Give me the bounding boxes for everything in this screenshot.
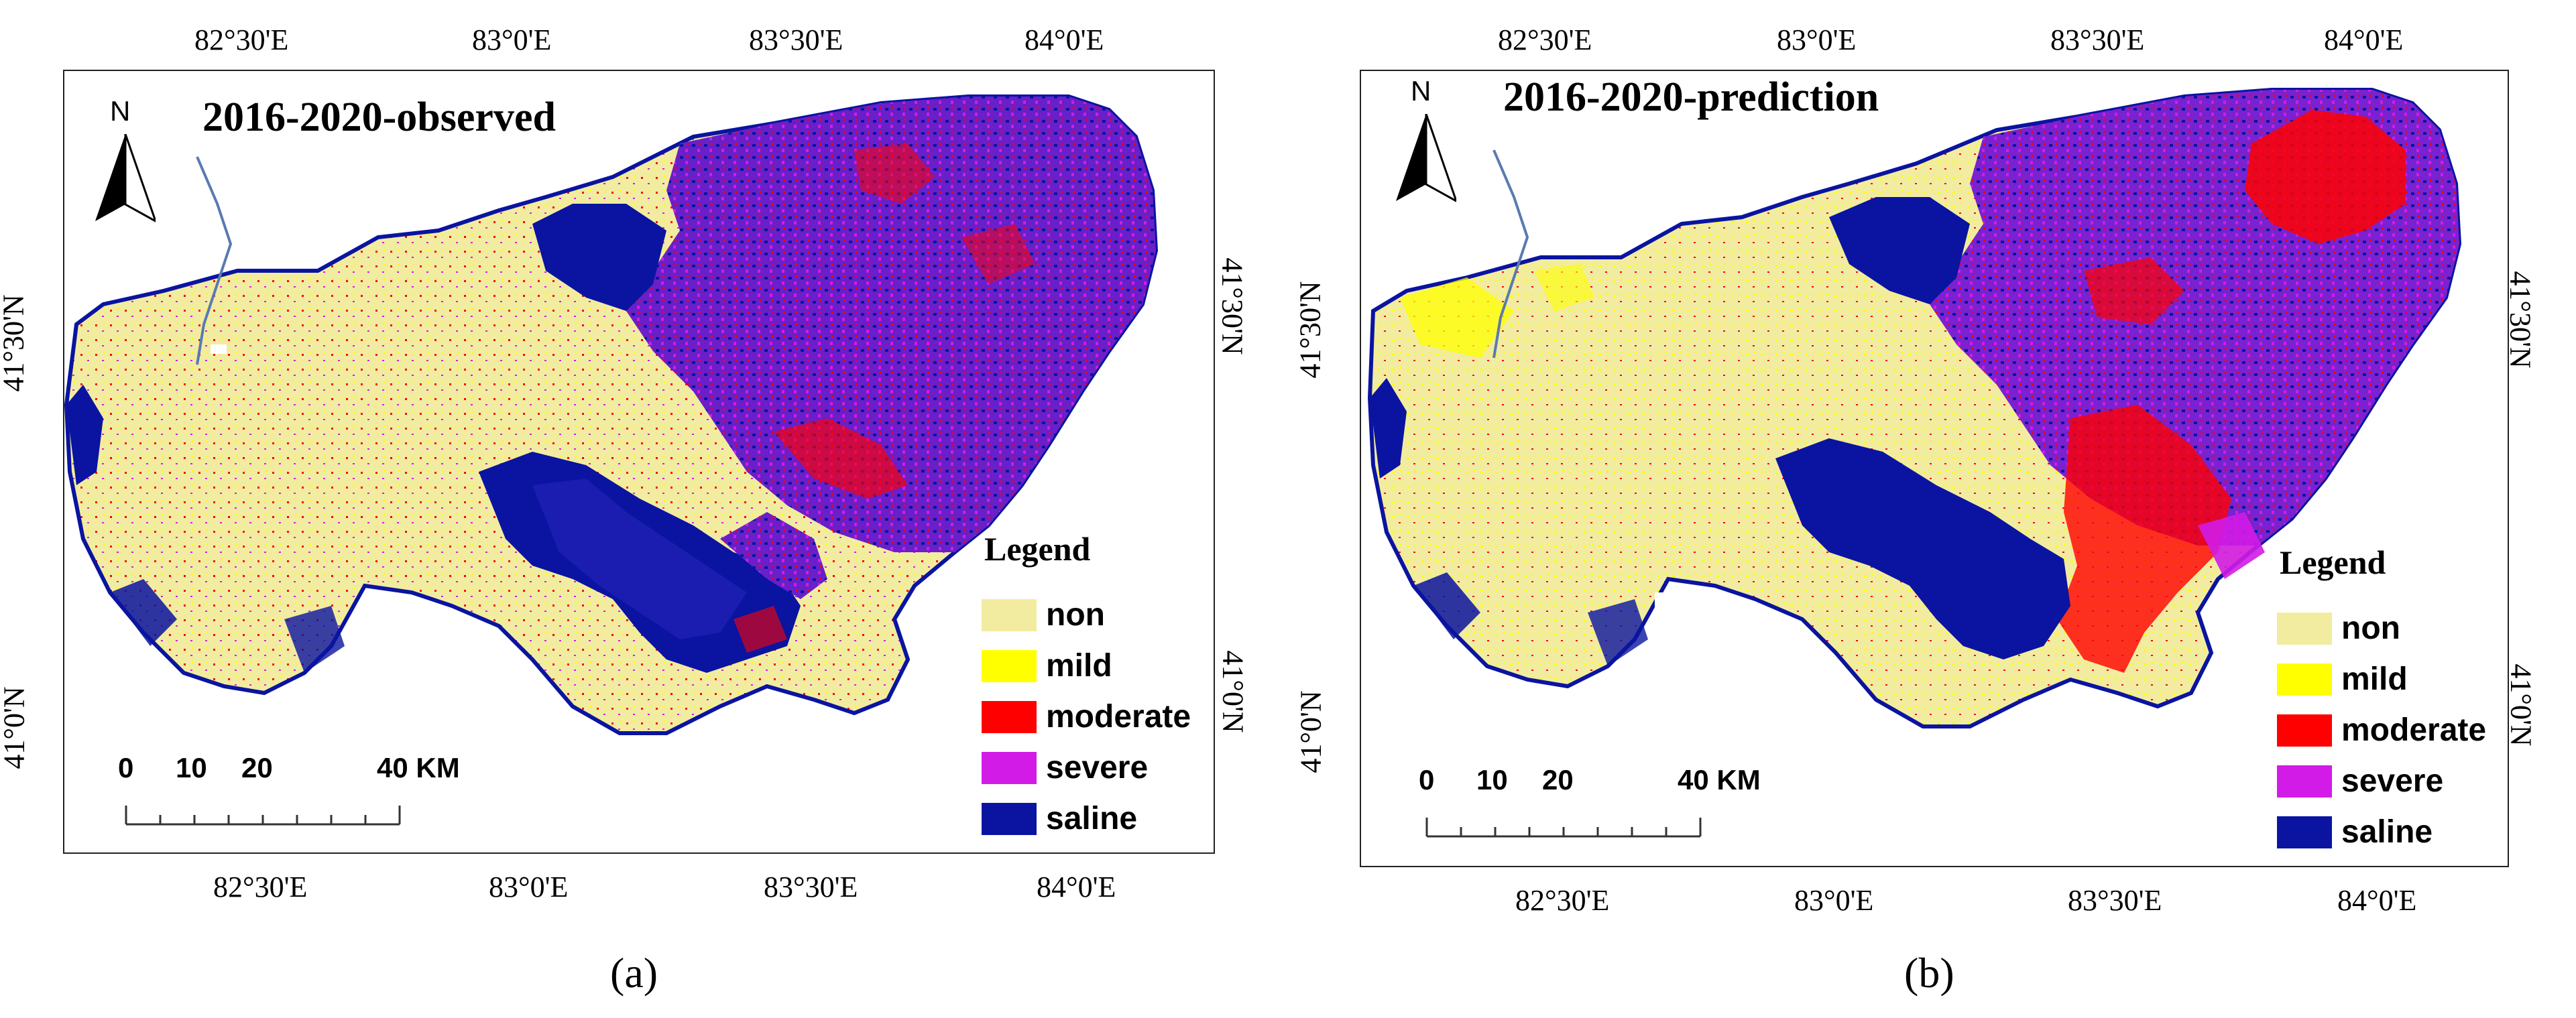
scale-label-40-a: 40 KM (377, 752, 460, 783)
legend-item-moderate-a: moderate (982, 698, 1191, 735)
left-tick-a-1: 41°30'N (0, 294, 30, 392)
legend-item-non-b: non (2277, 610, 2400, 647)
legend-label-moderate: moderate (2341, 712, 2487, 748)
legend-item-moderate-b: moderate (2277, 712, 2486, 749)
legend-item-mild-b: mild (2277, 661, 2408, 698)
north-arrow-icon (95, 134, 156, 222)
scale-label-20-b: 20 (1542, 764, 1574, 796)
right-tick-a-2: 41°0'N (1216, 650, 1250, 733)
right-tick-b-2: 41°0'N (2504, 663, 2538, 747)
top-tick-a-4: 84°0'E (1024, 23, 1104, 56)
salinity-map-b (1367, 88, 2462, 728)
left-tick-a-2: 41°0'N (0, 686, 31, 769)
scale-label-40-b: 40 KM (1678, 764, 1761, 796)
legend-swatch-non (2277, 612, 2332, 645)
panel-b: 82°30'E 83°0'E 83°30'E 84°0'E 82°30'E 83… (1293, 0, 2576, 1018)
legend-item-mild-a: mild (982, 647, 1112, 684)
north-label-a: N (110, 95, 131, 127)
left-tick-b-2: 41°0'N (1294, 690, 1328, 773)
legend-label-non: non (2341, 611, 2400, 646)
legend-label-saline: saline (2341, 814, 2433, 850)
top-tick-b-4: 84°0'E (2324, 23, 2404, 56)
legend-swatch-moderate (982, 700, 1037, 733)
panel-a: 82°30'E 83°0'E 83°30'E 84°0'E 82°30'E 83… (0, 23, 1250, 997)
top-tick-b-2: 83°0'E (1777, 23, 1857, 56)
legend-label-non: non (1046, 597, 1105, 633)
top-tick-a-3: 83°30'E (749, 23, 843, 56)
scale-label-0-b: 0 (1419, 764, 1435, 796)
bottom-tick-a-2: 83°0'E (489, 871, 569, 903)
scale-bar-a (125, 806, 401, 826)
right-tick-b-1: 41°30'N (2504, 271, 2537, 369)
legend-label-moderate: moderate (1046, 699, 1191, 735)
scale-label-20-a: 20 (241, 752, 273, 783)
legend-swatch-severe (2277, 765, 2332, 798)
legend-label-mild: mild (1046, 648, 1112, 684)
scale-label-0-a: 0 (118, 752, 134, 783)
north-label-b: N (1411, 75, 1431, 107)
top-tick-b-1: 82°30'E (1498, 23, 1592, 56)
map-title-b: 2016-2020-prediction (1503, 74, 1879, 120)
legend-label-severe: severe (1046, 750, 1149, 785)
north-arrow-icon (1396, 114, 1456, 202)
bottom-tick-a-1: 82°30'E (213, 871, 308, 903)
legend-label-saline: saline (1046, 801, 1138, 836)
legend-swatch-moderate (2277, 714, 2332, 747)
map-title-a: 2016-2020-observed (202, 94, 556, 140)
top-tick-a-2: 83°0'E (472, 23, 552, 56)
bottom-tick-a-4: 84°0'E (1037, 871, 1116, 903)
top-tick-a-1: 82°30'E (194, 23, 289, 56)
legend-item-saline-a: saline (982, 800, 1137, 837)
legend-swatch-mild (982, 649, 1037, 682)
right-tick-a-1: 41°30'N (1216, 257, 1249, 355)
scale-bar-b (1425, 818, 1702, 838)
caption-a: (a) (610, 949, 658, 997)
legend-item-saline-b: saline (2277, 814, 2433, 850)
legend-item-severe-a: severe (982, 749, 1148, 786)
legend-label-mild: mild (2341, 661, 2408, 697)
top-tick-b-3: 83°30'E (2050, 23, 2145, 56)
bottom-tick-b-3: 83°30'E (2068, 884, 2162, 917)
legend-swatch-severe (982, 751, 1037, 784)
bottom-tick-b-2: 83°0'E (1794, 884, 1874, 917)
bottom-tick-b-1: 82°30'E (1515, 884, 1610, 917)
caption-b: (b) (1904, 949, 1954, 997)
salinity-map-a (64, 94, 1159, 735)
scale-label-10-b: 10 (1476, 764, 1508, 796)
left-tick-b-1: 41°30'N (1293, 281, 1327, 379)
legend-title-b: Legend (2280, 544, 2386, 581)
legend-swatch-mild (2277, 663, 2332, 696)
legend-swatch-saline (2277, 816, 2332, 848)
legend-item-non-a: non (982, 596, 1105, 633)
bottom-tick-b-4: 84°0'E (2337, 884, 2417, 917)
legend-swatch-saline (982, 802, 1037, 835)
bottom-tick-a-3: 83°30'E (764, 871, 858, 903)
legend-label-severe: severe (2341, 763, 2444, 799)
legend-swatch-non (982, 598, 1037, 631)
legend-item-severe-b: severe (2277, 763, 2443, 800)
legend-title-a: Legend (984, 530, 1091, 568)
scale-label-10-a: 10 (176, 752, 207, 783)
